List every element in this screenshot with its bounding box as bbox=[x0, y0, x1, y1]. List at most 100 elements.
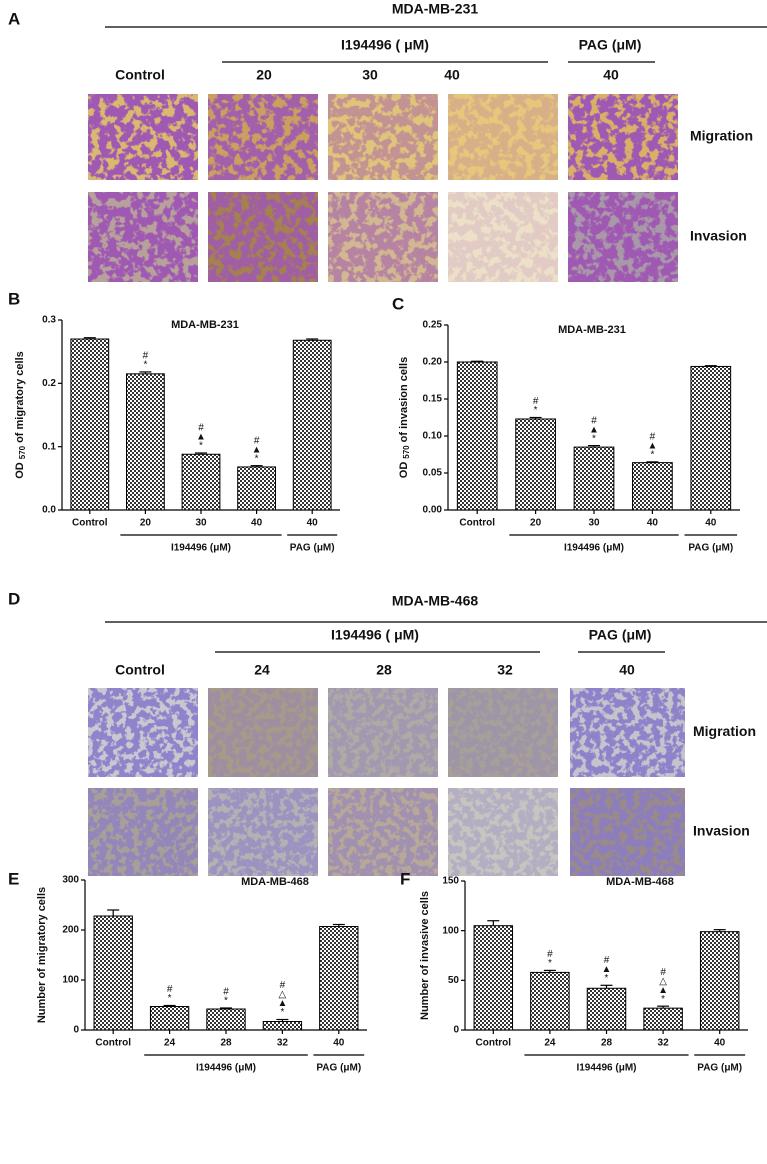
significance-mark: * bbox=[224, 996, 228, 1007]
x-tick-label: Control bbox=[72, 518, 108, 529]
x-tick-label: 40 bbox=[714, 1038, 726, 1049]
x-tick-label: 40 bbox=[705, 518, 717, 529]
column-label: 28 bbox=[376, 662, 392, 678]
y-tick-label: 300 bbox=[62, 875, 79, 886]
x-tick-label: 24 bbox=[164, 1038, 176, 1049]
significance-mark: △ bbox=[279, 989, 287, 1000]
x-tick-label: 40 bbox=[307, 518, 319, 529]
y-tick-label: 0.1 bbox=[42, 441, 56, 452]
bar bbox=[125, 373, 165, 511]
micrograph-stain bbox=[328, 688, 438, 777]
significance-mark: ▲ bbox=[252, 444, 262, 455]
x-tick-label: 40 bbox=[333, 1038, 345, 1049]
bar bbox=[473, 925, 514, 1031]
significance-mark: * bbox=[650, 450, 654, 461]
y-label-rest: of migratory cells bbox=[14, 351, 26, 443]
x-tick-label: 30 bbox=[588, 518, 600, 529]
bar bbox=[515, 418, 556, 511]
group-label: I194496 ( μM) bbox=[341, 37, 429, 53]
panel-letter: B bbox=[8, 289, 20, 308]
x-tick-label: Control bbox=[476, 1038, 512, 1049]
significance-mark: ▲ bbox=[277, 998, 287, 1009]
y-tick-label: 0.10 bbox=[423, 431, 443, 442]
bar bbox=[319, 926, 359, 1031]
row-label: Migration bbox=[690, 128, 753, 144]
significance-mark: # bbox=[223, 987, 229, 998]
panel-letter: D bbox=[8, 589, 20, 608]
column-label: 20 bbox=[256, 67, 272, 83]
bar bbox=[206, 1008, 246, 1031]
significance-mark: ▲ bbox=[196, 432, 206, 443]
y-label-sub: 570 bbox=[18, 445, 27, 459]
bar bbox=[586, 987, 627, 1031]
x-tick-label: 28 bbox=[220, 1038, 232, 1049]
significance-mark: # bbox=[650, 432, 656, 443]
significance-mark: * bbox=[534, 405, 538, 416]
chart-title: MDA-MB-468 bbox=[241, 876, 309, 888]
micrograph-stain bbox=[328, 94, 438, 180]
cell-line-title: MDA-MB-231 bbox=[392, 1, 479, 17]
x-tick-label: 20 bbox=[140, 518, 152, 529]
group-label: I194496 (μM) bbox=[196, 1063, 256, 1074]
group-label: I194496 (μM) bbox=[564, 543, 624, 554]
bar bbox=[181, 453, 221, 511]
y-label-main: OD bbox=[398, 462, 410, 479]
significance-mark: ▲ bbox=[658, 985, 668, 996]
chart-title: MDA-MB-468 bbox=[606, 876, 674, 888]
x-tick-label: 32 bbox=[658, 1038, 670, 1049]
row-label: Invasion bbox=[690, 228, 747, 244]
significance-mark: # bbox=[143, 351, 149, 362]
chart-title: MDA-MB-231 bbox=[171, 319, 239, 331]
y-tick-label: 0 bbox=[73, 1025, 79, 1036]
x-tick-label: 40 bbox=[647, 518, 659, 529]
cell-line-title: MDA-MB-468 bbox=[392, 593, 479, 609]
row-label: Migration bbox=[693, 723, 756, 739]
panel-letter: C bbox=[392, 294, 404, 313]
y-tick-label: 0 bbox=[453, 1025, 459, 1036]
significance-mark: * bbox=[143, 360, 147, 371]
significance-mark: # bbox=[533, 396, 539, 407]
micrograph-stain bbox=[208, 788, 318, 876]
significance-mark: # bbox=[198, 423, 204, 434]
y-tick-label: 100 bbox=[62, 975, 79, 986]
x-tick-label: 24 bbox=[544, 1038, 556, 1049]
x-tick-label: Control bbox=[95, 1038, 131, 1049]
micrograph-stain bbox=[88, 788, 198, 876]
significance-mark: # bbox=[547, 949, 553, 960]
significance-mark: * bbox=[605, 973, 609, 984]
y-tick-label: 0.00 bbox=[423, 505, 443, 516]
micrograph-stain bbox=[448, 788, 558, 876]
y-tick-label: 0.0 bbox=[42, 505, 56, 516]
bar bbox=[632, 462, 673, 511]
x-tick-label: Control bbox=[459, 518, 495, 529]
significance-mark: * bbox=[280, 1007, 284, 1018]
significance-mark: # bbox=[591, 415, 597, 426]
y-axis-label: Number of invasive cells bbox=[419, 891, 431, 1020]
row-label: Invasion bbox=[693, 823, 750, 839]
y-axis-label: Number of migratory cells bbox=[36, 887, 48, 1023]
x-tick-label: 28 bbox=[601, 1038, 613, 1049]
y-tick-label: 200 bbox=[62, 925, 79, 936]
bar bbox=[292, 339, 332, 511]
micrograph-stain bbox=[88, 688, 198, 777]
significance-mark: * bbox=[168, 993, 172, 1004]
column-label: Control bbox=[115, 662, 165, 678]
group-label: I194496 (μM) bbox=[576, 1063, 636, 1074]
y-tick-label: 0.05 bbox=[423, 468, 443, 479]
micrograph-stain bbox=[328, 192, 438, 282]
micrograph-stain bbox=[208, 688, 318, 777]
group-label: PAG (μM) bbox=[316, 1063, 361, 1074]
y-label-main: OD bbox=[14, 462, 26, 479]
y-tick-label: 0.20 bbox=[423, 357, 443, 368]
micrograph-stain bbox=[328, 788, 438, 876]
bar bbox=[699, 931, 740, 1031]
bar bbox=[456, 361, 498, 511]
micrograph-stain bbox=[570, 688, 685, 777]
micrograph-stain bbox=[88, 94, 198, 180]
column-label: 40 bbox=[444, 67, 460, 83]
x-tick-label: 32 bbox=[277, 1038, 289, 1049]
chart-title: MDA-MB-231 bbox=[558, 324, 626, 336]
significance-mark: ▲ bbox=[647, 441, 657, 452]
group-label: PAG (μM) bbox=[688, 543, 733, 554]
